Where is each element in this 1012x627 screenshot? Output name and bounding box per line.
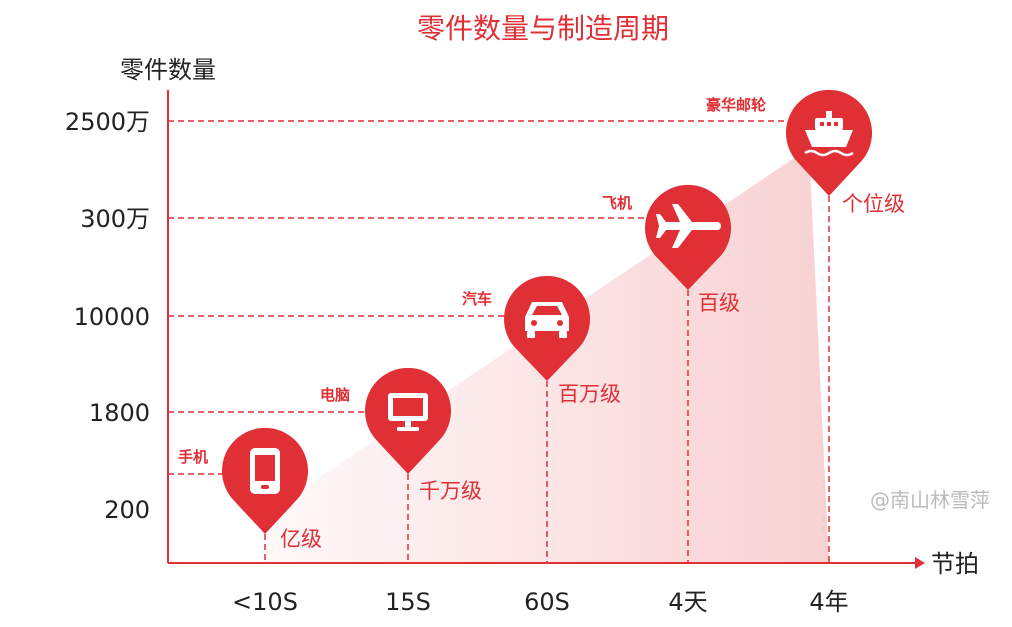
phone-icon (250, 448, 280, 494)
car-headlight (557, 320, 563, 326)
product-label: 豪华邮轮 (706, 96, 766, 114)
monitor-neck (405, 421, 411, 428)
tick-labels-layer: 200 1800 10000 300万 2500万 <10S 15S 60S 4天 4年 (65, 108, 849, 616)
y-tick-label: 200 (104, 496, 150, 524)
monitor-screen (393, 398, 423, 416)
monitor-stand (397, 427, 419, 431)
y-axis-title: 零件数量 (120, 56, 216, 84)
point-marker (786, 89, 872, 196)
level-label: 个位级 (842, 192, 905, 216)
point-marker (644, 184, 732, 290)
ship-window (820, 122, 824, 126)
product-label: 电脑 (320, 386, 350, 404)
axes-layer (167, 90, 925, 569)
x-axis-title: 节拍 (931, 550, 979, 578)
car-icon (525, 302, 569, 338)
level-label: 千万级 (419, 479, 482, 503)
phone-button (261, 485, 269, 489)
chart-title: 零件数量与制造周期 (417, 12, 669, 45)
product-label: 飞机 (602, 194, 632, 212)
y-tick-label: 300万 (80, 205, 150, 233)
y-tick-label: 10000 (74, 303, 150, 331)
watermark: @南山林雪萍 (870, 488, 990, 512)
point-marker (365, 367, 452, 474)
x-tick-label: 4年 (809, 588, 848, 616)
airplane-icon (656, 204, 721, 248)
ship-window (834, 122, 838, 126)
ship-wave (804, 149, 854, 157)
ship-window (827, 122, 831, 126)
level-label: 百级 (698, 291, 740, 315)
x-tick-label: 4天 (668, 588, 707, 616)
car-headlight (531, 320, 537, 326)
car-window (532, 306, 562, 315)
x-tick-label: 60S (524, 588, 570, 616)
y-tick-label: 1800 (89, 399, 150, 427)
point-marker (504, 275, 590, 381)
monitor-icon (388, 393, 428, 431)
y-tick-label: 2500万 (65, 108, 150, 136)
product-label: 汽车 (462, 290, 492, 308)
ship-hull (805, 130, 853, 147)
product-label: 手机 (178, 448, 208, 466)
guide-lines-layer (168, 120, 830, 563)
airplane-shape (656, 204, 721, 248)
level-label: 百万级 (558, 382, 621, 406)
x-axis-arrow-icon (915, 557, 925, 569)
level-label: 亿级 (280, 527, 322, 551)
car-wheel (527, 331, 535, 338)
car-wheel (559, 331, 567, 338)
ship-funnel (826, 111, 832, 118)
ship-icon (804, 111, 854, 157)
x-tick-label: <10S (232, 588, 298, 616)
x-tick-label: 15S (385, 588, 431, 616)
phone-screen (255, 455, 275, 481)
pin-marker (644, 184, 732, 290)
point-marker (222, 427, 308, 534)
